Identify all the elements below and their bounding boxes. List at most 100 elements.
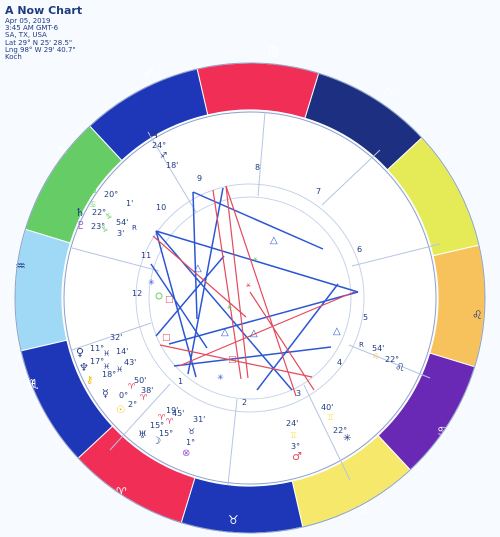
planet-jupiter-degree: 24° — [152, 141, 166, 150]
planet-mercury-minutes: 50' — [134, 376, 146, 385]
sign-glyph-taurus: ♉ — [228, 513, 239, 527]
sign-glyph-scorpio: ♏ — [28, 377, 39, 391]
chart-header: A Now Chart Apr 05, 2019 3:45 AM GMT-6 S… — [5, 5, 82, 62]
planet-moon-glyph: ☽ — [152, 436, 161, 447]
house-line-9 — [71, 247, 160, 272]
vertex-degree: 22° — [333, 426, 347, 435]
aspect-line-blue-3 — [155, 230, 293, 391]
planet-moon-degree: 15° — [159, 429, 173, 438]
house-line-1 — [109, 383, 171, 451]
planet-chiron-minutes: 43' — [124, 358, 136, 367]
aspect-symbol-square-3: □ — [228, 355, 237, 365]
house-number-10: 10 — [156, 203, 166, 212]
planet-mars-degree: 3° — [291, 442, 300, 451]
house-number-5: 5 — [363, 313, 368, 322]
house-number-1: 1 — [178, 377, 183, 386]
aspect-line-red-1 — [212, 189, 242, 380]
retrograde-marker-2: R — [359, 341, 364, 349]
chart-latitude: Lat 29° N 25' 28.5" — [5, 38, 73, 47]
aspect-lines — [150, 185, 359, 397]
planet-chiron-glyph: ⚷ — [86, 375, 93, 386]
planet-jupiter-glyph: ♃ — [148, 127, 159, 141]
aspect-symbol-conjunction-3: ⚹ — [227, 302, 232, 311]
aspect-line-red-3 — [225, 185, 297, 397]
aspect-symbol-triangle-3: △ — [221, 327, 229, 338]
inner-ring-white — [63, 111, 437, 485]
sign-glyph-cancer: ♋ — [437, 424, 448, 438]
aspect-line-red-2 — [225, 185, 249, 379]
house-system: Koch — [5, 53, 22, 62]
vertex-sign: ♊ — [327, 413, 334, 422]
house-number-4: 4 — [337, 358, 342, 367]
house-circle-inner — [148, 196, 352, 400]
aspect-line-blue-11 — [256, 283, 339, 391]
aspect-line-blue-6 — [150, 263, 208, 349]
chart-place: SA, TX, USA — [5, 31, 47, 40]
aspect-symbol-sextile-1: ✳ — [148, 278, 155, 287]
retrograde-marker-1: R — [132, 224, 137, 232]
planet-jupiter-minutes: 18' — [166, 161, 178, 170]
house-number-11: 11 — [141, 251, 151, 260]
sign-glyph-virgo: ♍ — [268, 44, 279, 58]
planet-north-node-minutes: 1' — [126, 199, 133, 208]
house-number-2: 2 — [242, 398, 247, 407]
planet-chiron-degree: 18° — [102, 370, 116, 379]
aspect-symbol-conjunction-1: ⚹ — [253, 254, 258, 263]
part-of-fortune-degree: 1° — [186, 438, 195, 447]
chart-time: 3:45 AM GMT-6 — [5, 23, 59, 32]
planet-saturn-glyph: ♄ — [75, 206, 85, 219]
planet-neptune-sign: ♓ — [103, 362, 110, 371]
planet-uranus-minutes: 19' — [166, 406, 178, 415]
planet-pluto-glyph: ♇ — [76, 219, 86, 232]
chart-longitude: Lng 98° W 29' 40.7" — [5, 45, 76, 54]
house-number-9: 9 — [197, 174, 202, 183]
planet-venus-glyph: ♀ — [76, 346, 84, 359]
planet-uranus-sign: ♈ — [158, 413, 165, 422]
sign-glyph-leo: ♌ — [472, 308, 483, 322]
planet-pluto-sign: ♑ — [101, 225, 108, 234]
vertex-glyph: ✳ — [343, 433, 351, 444]
planet-north-node-sign: ♋ — [89, 200, 96, 209]
outer-wheel-border — [14, 62, 486, 534]
planet-saturn-sign: ♑ — [105, 212, 112, 221]
planet-sun-degree: 2° — [128, 400, 137, 409]
aspect-line-red-6 — [178, 291, 355, 367]
house-line-4 — [348, 344, 431, 379]
chart-date: Apr 05, 2019 — [5, 16, 51, 25]
planet-uranus-degree: 15° — [150, 421, 164, 430]
sign-glyph-capricorn: ♑ — [57, 144, 68, 158]
planet-uranus-glyph: ♅ — [138, 430, 147, 441]
aspect-symbol-triangle-5: △ — [333, 326, 341, 337]
planet-moon-sign: ♈ — [166, 417, 173, 426]
aspect-line-red-7 — [249, 291, 315, 391]
house-lines — [71, 111, 441, 486]
aspect-symbol-conjunction-2: ⚹ — [246, 280, 251, 289]
planet-mars-glyph: ♂ — [292, 450, 302, 463]
house-circle-outer — [135, 183, 365, 413]
aspect-line-red-4 — [152, 235, 247, 318]
chart-title: A Now Chart — [5, 4, 83, 17]
part-of-fortune-sign: ♉ — [188, 427, 195, 436]
aspect-symbol-triangle-4: △ — [250, 328, 258, 339]
planet-venus-minutes: 32' — [110, 333, 122, 342]
aspect-symbol-sextile-2: ✳ — [217, 373, 224, 382]
planet-neptune-degree: 17° — [90, 357, 104, 366]
planet-mars-sign: ♊ — [290, 431, 297, 440]
aspect-line-red-5 — [159, 344, 313, 378]
lilith-sign: ♌ — [372, 352, 379, 361]
lilith-degree: 22° — [385, 355, 399, 364]
aspect-line-blue-9 — [173, 346, 332, 367]
sign-glyph-libra: ♎ — [383, 85, 394, 99]
vertex-minutes: 40' — [321, 403, 333, 412]
house-number-8: 8 — [255, 163, 260, 172]
part-of-fortune-glyph: ⊗ — [182, 448, 190, 459]
aspect-line-blue-4 — [192, 191, 198, 320]
planet-venus-degree: 11° — [90, 344, 104, 353]
planet-pluto-degree: 23° — [91, 222, 105, 231]
lilith-minutes: 54' — [372, 344, 384, 353]
house-line-8 — [147, 131, 197, 213]
sign-segment-virgo — [196, 62, 320, 119]
planet-mercury-degree: 0° — [119, 391, 128, 400]
